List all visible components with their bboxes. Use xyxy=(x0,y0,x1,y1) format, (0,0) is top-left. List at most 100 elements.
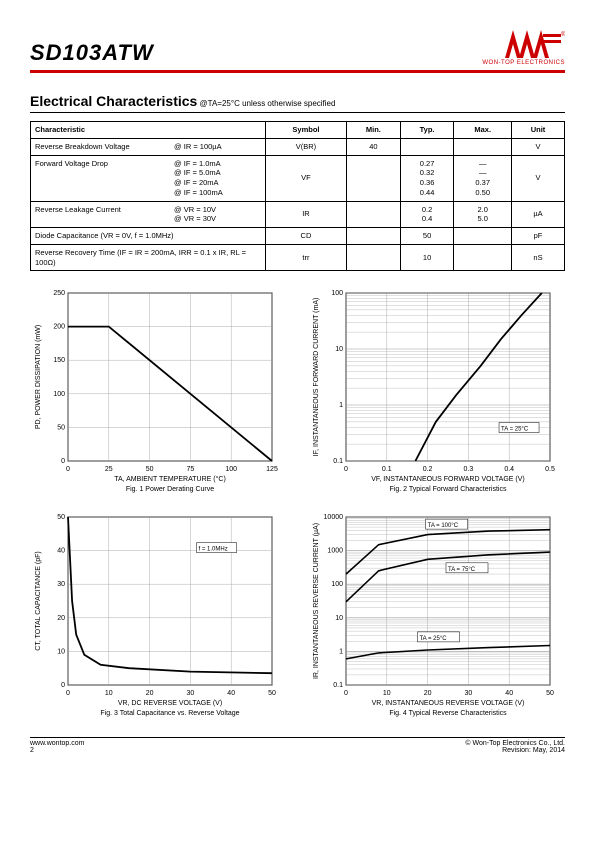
table-cell: Reverse Breakdown Voltage@ IR = 100µA xyxy=(31,138,266,155)
table-cell xyxy=(400,138,454,155)
company-logo: ® WON-TOP ELECTRONICS xyxy=(482,30,565,66)
svg-text:TA = 25°C: TA = 25°C xyxy=(501,427,529,433)
fig2-chart: 00.10.20.30.40.50.1110100TA = 25°CVF, IN… xyxy=(308,285,566,495)
table-cell: trr xyxy=(265,244,346,271)
svg-text:1: 1 xyxy=(339,649,343,656)
svg-text:VR, DC REVERSE VOLTAGE (V): VR, DC REVERSE VOLTAGE (V) xyxy=(118,700,222,707)
table-cell xyxy=(346,155,400,201)
svg-text:20: 20 xyxy=(57,615,65,622)
table-cell: 0.20.4 xyxy=(400,201,454,228)
svg-text:250: 250 xyxy=(53,290,65,297)
svg-text:10: 10 xyxy=(335,346,343,353)
svg-text:50: 50 xyxy=(546,690,554,697)
table-cell xyxy=(346,228,400,245)
svg-text:0.4: 0.4 xyxy=(504,466,514,473)
fig1-chart: 0255075100125050100150200250TA, AMBIENT … xyxy=(30,285,288,495)
svg-text:VR, INSTANTANEOUS REVERSE VOLT: VR, INSTANTANEOUS REVERSE VOLTAGE (V) xyxy=(371,700,524,707)
svg-text:0: 0 xyxy=(66,690,70,697)
svg-text:0: 0 xyxy=(61,682,65,689)
table-cell xyxy=(454,138,512,155)
section-subtitle: @TA=25°C unless otherwise specified xyxy=(197,99,335,108)
characteristics-table: CharacteristicSymbolMin.Typ.Max.Unit Rev… xyxy=(30,121,565,271)
svg-text:f = 1.0MHz: f = 1.0MHz xyxy=(199,547,228,553)
svg-text:30: 30 xyxy=(464,690,472,697)
footer-url: www.wontop.com xyxy=(30,740,84,747)
table-cell: Reverse Recovery Time (IF = IR = 200mA, … xyxy=(31,244,266,271)
fig3-chart: 0102030405001020304050f = 1.0MHzVR, DC R… xyxy=(30,509,288,719)
table-header: Typ. xyxy=(400,122,454,139)
table-cell: VF xyxy=(265,155,346,201)
table-cell: 50 xyxy=(400,228,454,245)
svg-text:10000: 10000 xyxy=(323,514,343,521)
section-heading: Electrical Characteristics @TA=25°C unle… xyxy=(30,93,565,113)
svg-text:50: 50 xyxy=(57,425,65,432)
svg-text:40: 40 xyxy=(57,548,65,555)
svg-text:10: 10 xyxy=(105,690,113,697)
page-title: SD103ATW xyxy=(30,40,154,66)
svg-text:10: 10 xyxy=(335,615,343,622)
svg-text:50: 50 xyxy=(57,514,65,521)
svg-text:0.1: 0.1 xyxy=(333,682,343,689)
table-header: Characteristic xyxy=(31,122,266,139)
table-cell: V xyxy=(512,155,565,201)
svg-text:0.1: 0.1 xyxy=(333,458,343,465)
svg-text:1000: 1000 xyxy=(327,548,343,555)
table-cell: 40 xyxy=(346,138,400,155)
svg-text:100: 100 xyxy=(331,581,343,588)
table-cell: CD xyxy=(265,228,346,245)
svg-text:20: 20 xyxy=(146,690,154,697)
table-cell: ——0.370.50 xyxy=(454,155,512,201)
table-cell xyxy=(454,228,512,245)
svg-text:IF, INSTANTANEOUS FORWARD CURR: IF, INSTANTANEOUS FORWARD CURRENT (mA) xyxy=(313,298,320,457)
svg-text:0: 0 xyxy=(344,690,348,697)
svg-text:VF, INSTANTANEOUS FORWARD VOLT: VF, INSTANTANEOUS FORWARD VOLTAGE (V) xyxy=(371,476,525,483)
svg-text:20: 20 xyxy=(423,690,431,697)
svg-text:TA, AMBIENT TEMPERATURE (°C): TA, AMBIENT TEMPERATURE (°C) xyxy=(114,475,226,483)
table-cell: V(BR) xyxy=(265,138,346,155)
svg-text:IR, INSTANTANEOUS REVERSE CURR: IR, INSTANTANEOUS REVERSE CURRENT (µA) xyxy=(313,523,320,679)
svg-text:0.1: 0.1 xyxy=(381,466,391,473)
svg-text:10: 10 xyxy=(382,690,390,697)
fig4-chart: 0 10 20 30 40 50 0.1 1 10 100 1000 10000 TA = 100°C T… xyxy=(308,509,566,719)
svg-text:TA = 25°C: TA = 25°C xyxy=(419,636,447,642)
table-cell: pF xyxy=(512,228,565,245)
svg-text:0: 0 xyxy=(344,466,348,473)
svg-text:PD, POWER DISSIPATION (mW): PD, POWER DISSIPATION (mW) xyxy=(35,325,42,429)
svg-text:40: 40 xyxy=(505,690,513,697)
table-cell: 0.270.320.360.44 xyxy=(400,155,454,201)
table-header: Min. xyxy=(346,122,400,139)
table-cell: IR xyxy=(265,201,346,228)
svg-text:40: 40 xyxy=(227,690,235,697)
table-cell xyxy=(454,244,512,271)
svg-text:TA = 100°C: TA = 100°C xyxy=(427,523,458,529)
footer-revision: Revision: May, 2014 xyxy=(465,747,565,754)
svg-text:75: 75 xyxy=(187,466,195,473)
svg-text:30: 30 xyxy=(187,690,195,697)
svg-text:50: 50 xyxy=(268,690,276,697)
svg-text:1: 1 xyxy=(339,402,343,409)
table-header: Symbol xyxy=(265,122,346,139)
table-cell: 10 xyxy=(400,244,454,271)
logo-text: WON-TOP ELECTRONICS xyxy=(482,60,565,66)
table-cell: Reverse Leakage Current@ VR = 10V@ VR = … xyxy=(31,201,266,228)
table-header: Max. xyxy=(454,122,512,139)
table-cell: 2.05.0 xyxy=(454,201,512,228)
svg-text:0.3: 0.3 xyxy=(463,466,473,473)
table-cell: Diode Capacitance (VR = 0V, f = 1.0MHz) xyxy=(31,228,266,245)
svg-text:Fig. 4 Typical Reverse Charact: Fig. 4 Typical Reverse Characteristics xyxy=(389,710,507,717)
svg-text:100: 100 xyxy=(53,391,65,398)
svg-text:0.5: 0.5 xyxy=(545,466,555,473)
footer-company: © Won-Top Electronics Co., Ltd. xyxy=(465,740,565,747)
svg-text:0.2: 0.2 xyxy=(422,466,432,473)
table-cell: Forward Voltage Drop@ IF = 1.0mA@ IF = 5… xyxy=(31,155,266,201)
table-header: Unit xyxy=(512,122,565,139)
svg-text:125: 125 xyxy=(266,466,278,473)
table-cell xyxy=(346,244,400,271)
svg-text:Fig. 2 Typical Forward Charact: Fig. 2 Typical Forward Characteristics xyxy=(389,486,506,493)
section-title-text: Electrical Characteristics xyxy=(30,93,197,109)
svg-text:100: 100 xyxy=(331,290,343,297)
svg-text:0: 0 xyxy=(66,466,70,473)
svg-text:Fig. 1 Power Derating Curve: Fig. 1 Power Derating Curve xyxy=(126,486,214,493)
svg-text:50: 50 xyxy=(146,466,154,473)
svg-text:30: 30 xyxy=(57,581,65,588)
